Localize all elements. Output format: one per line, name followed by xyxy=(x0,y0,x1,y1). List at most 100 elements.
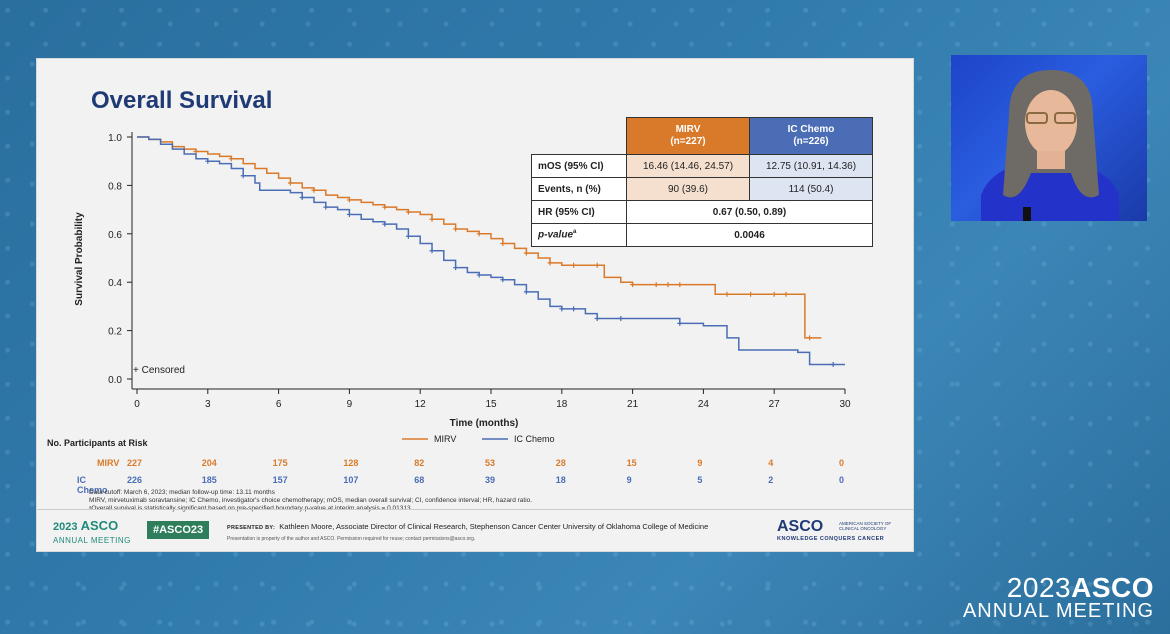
asco-meeting-logo: 2023 ASCO ANNUAL MEETING xyxy=(53,518,131,545)
censor-mark-0 xyxy=(346,197,352,203)
x-tick-label: 30 xyxy=(839,399,851,410)
km-survival-chart: 0 3 6 9 12 15 18 21 24 27 30 0.0 0.2 0.4 0.6 0.8 1.0 + C… xyxy=(74,132,851,444)
censor-mark-1 xyxy=(523,289,529,295)
censor-mark-0 xyxy=(783,291,789,297)
legend-label-0: MIRV xyxy=(434,434,456,444)
x-tick-label: 15 xyxy=(485,399,497,410)
censor-mark-0 xyxy=(287,180,293,186)
stats-header-ic: IC Chemo (n=226) xyxy=(749,117,873,155)
x-tick-label: 6 xyxy=(276,399,282,410)
presenter-webcam xyxy=(951,55,1147,221)
censor-mark-1 xyxy=(594,316,600,321)
x-tick-label: 3 xyxy=(205,399,211,410)
x-tick-label: 24 xyxy=(698,399,710,410)
asco-society-logo: ASCO AMERICAN SOCIETY OF CLINICAL ONCOLO… xyxy=(777,518,892,542)
x-axis-label: Time (months) xyxy=(450,418,519,429)
risk-value-ic: 39 xyxy=(485,475,496,485)
stats-row-pvalue: p-valuea 0.0046 xyxy=(531,223,873,247)
censor-mark-1 xyxy=(240,173,246,179)
censor-mark-1 xyxy=(830,361,836,367)
censor-mark-0 xyxy=(382,204,388,210)
censored-legend-label: + Censored xyxy=(133,365,185,376)
risk-value-ic: 68 xyxy=(414,475,425,485)
risk-value-mirv: 204 xyxy=(201,458,217,468)
censor-mark-0 xyxy=(311,187,317,193)
stats-header-mirv: MIRV (n=227) xyxy=(626,117,750,155)
risk-value-ic: 2 xyxy=(768,475,774,485)
censor-mark-0 xyxy=(677,282,683,288)
y-tick-label: 0.0 xyxy=(108,375,122,386)
risk-value-mirv: 15 xyxy=(626,458,637,468)
risk-value-mirv: 128 xyxy=(343,458,359,468)
stats-row-hr: HR (95% CI) 0.67 (0.50, 0.89) xyxy=(531,200,873,224)
stats-row-mos: mOS (95% CI) 16.46 (14.46, 24.57) 12.75 … xyxy=(531,154,873,178)
asco-brand-watermark: 2023ASCO ANNUAL MEETING xyxy=(962,572,1154,622)
censor-mark-1 xyxy=(405,233,411,239)
risk-value-mirv: 82 xyxy=(414,458,425,468)
y-axis-label: Survival Probability xyxy=(74,212,85,306)
risk-value-ic: 9 xyxy=(626,475,632,485)
censor-mark-1 xyxy=(559,306,565,312)
slide-title: Overall Survival xyxy=(91,87,273,114)
risk-value-ic: 226 xyxy=(127,475,143,485)
censor-mark-1 xyxy=(205,158,211,164)
risk-value-mirv: 4 xyxy=(768,458,774,468)
x-tick-label: 21 xyxy=(627,399,639,410)
censor-mark-0 xyxy=(523,250,529,256)
chart-series-layer xyxy=(137,136,845,367)
y-tick-label: 0.6 xyxy=(108,230,122,241)
y-tick-label: 1.0 xyxy=(108,133,122,144)
risk-value-ic: 107 xyxy=(343,475,359,485)
x-tick-label: 12 xyxy=(415,399,427,410)
censor-mark-0 xyxy=(571,262,577,268)
censor-mark-1 xyxy=(677,320,683,326)
risk-value-mirv: 227 xyxy=(127,458,143,468)
censor-mark-0 xyxy=(405,209,411,215)
censor-mark-0 xyxy=(807,335,813,341)
risk-label-ic: IC Chemo xyxy=(77,475,108,495)
censor-mark-1 xyxy=(618,316,624,321)
series-line-1 xyxy=(137,136,845,366)
censor-mark-0 xyxy=(653,282,659,288)
censor-mark-0 xyxy=(476,231,482,237)
risk-value-ic: 5 xyxy=(697,475,703,485)
risk-value-ic: 0 xyxy=(839,475,845,485)
censor-mark-0 xyxy=(630,282,636,288)
censor-mark-0 xyxy=(547,260,553,266)
censor-mark-1 xyxy=(500,277,506,283)
chart-legend: MIRV IC Chemo xyxy=(402,434,555,444)
hashtag-badge: #ASCO23 xyxy=(147,521,210,539)
censor-mark-0 xyxy=(748,291,754,297)
risk-value-mirv: 28 xyxy=(555,458,566,468)
legend-label-1: IC Chemo xyxy=(514,434,555,444)
stats-table: MIRV (n=227) IC Chemo (n=226) mOS (95% C… xyxy=(531,117,873,247)
censor-mark-0 xyxy=(665,282,671,288)
censor-mark-1 xyxy=(453,265,459,271)
slide-footer: 2023 ASCO ANNUAL MEETING #ASCO23 PRESENT… xyxy=(37,509,913,552)
risk-table-title: No. Participants at Risk xyxy=(47,438,148,448)
y-tick-label: 0.4 xyxy=(108,278,122,289)
presenter-info: PRESENTED BY: Kathleen Moore, Associate … xyxy=(227,522,709,542)
risk-value-ic: 185 xyxy=(201,475,217,485)
censor-mark-1 xyxy=(299,195,305,200)
y-tick-label: 0.8 xyxy=(108,181,122,192)
stats-row-events: Events, n (%) 90 (39.6) 114 (50.4) xyxy=(531,177,873,201)
presenter-video-icon xyxy=(981,70,1119,221)
censor-mark-1 xyxy=(571,306,577,312)
x-tick-label: 27 xyxy=(769,399,781,410)
footnotes: Data cutoff: March 6, 2023; median follo… xyxy=(89,489,533,512)
risk-value-mirv: 175 xyxy=(272,458,288,468)
censor-mark-0 xyxy=(500,240,506,246)
risk-value-mirv: 0 xyxy=(839,458,845,468)
chart-axes: 0 3 6 9 12 15 18 21 24 27 30 0.0 0.2 0.4 0.6 0.8 1.0 xyxy=(108,132,851,410)
censor-mark-1 xyxy=(476,272,482,278)
presentation-slide: Overall Survival 0 3 6 9 12 15 18 21 24 27 30 0.0 0.… xyxy=(36,58,914,552)
censor-mark-0 xyxy=(453,226,459,232)
x-tick-label: 18 xyxy=(556,399,568,410)
censor-mark-1 xyxy=(323,204,329,210)
censor-mark-0 xyxy=(771,291,777,297)
censor-mark-1 xyxy=(382,221,388,227)
censor-mark-0 xyxy=(429,216,435,222)
y-tick-label: 0.2 xyxy=(108,327,122,338)
censor-mark-0 xyxy=(228,156,234,162)
